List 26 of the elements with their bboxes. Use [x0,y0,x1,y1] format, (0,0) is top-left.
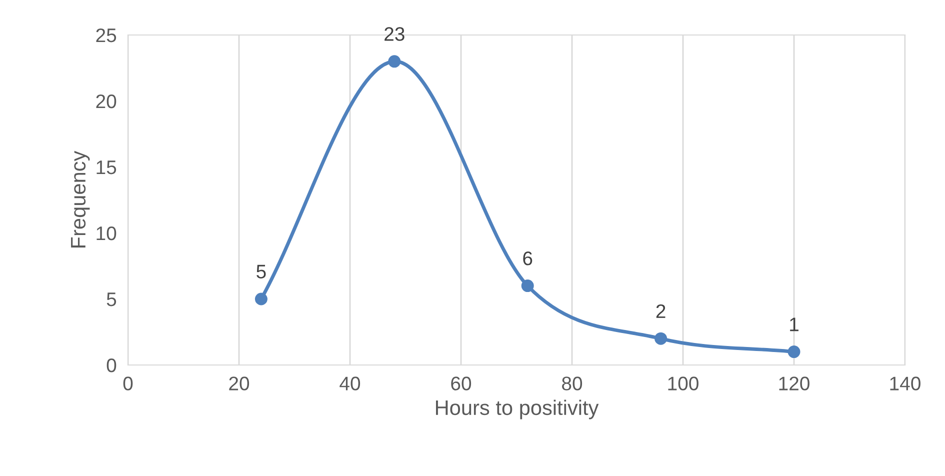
y-tick-label: 15 [96,160,116,174]
x-axis-title: Hours to positivity [436,400,599,420]
x-tick-label: 140 [890,376,920,390]
point [654,332,668,345]
data-label: 6 [523,252,532,266]
y-axis-title: Frequency [71,150,90,248]
point [521,280,534,292]
x-tick-label: 60 [451,376,472,390]
point [788,346,800,358]
x-tick-label: 100 [668,376,698,390]
x-tick-label: 120 [779,376,810,390]
y-tick-label: 25 [96,28,116,42]
y-tick-label: 20 [96,94,116,108]
x-tick-label: 0 [123,376,133,390]
data-label: 2 [656,304,666,318]
x-tick-label: 80 [562,376,582,390]
x-tick-label: 20 [229,376,250,390]
point [254,292,268,306]
data-label: 23 [384,27,404,41]
y-tick-label: 10 [96,226,116,240]
data-label: 5 [256,264,266,278]
x-tick-label: 40 [340,376,360,390]
y-tick-label: 0 [106,358,116,372]
data-label: 1 [790,318,798,332]
point [388,55,401,68]
y-tick-label: 5 [106,292,116,306]
